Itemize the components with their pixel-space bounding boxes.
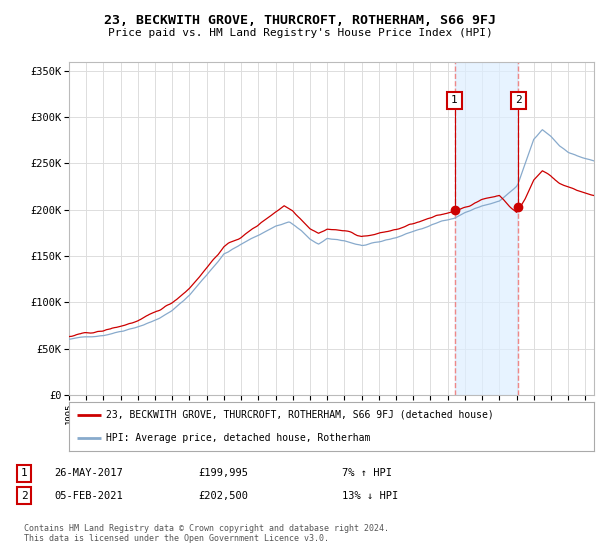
Text: 05-FEB-2021: 05-FEB-2021 <box>54 491 123 501</box>
Text: 1: 1 <box>451 95 458 105</box>
Text: 13% ↓ HPI: 13% ↓ HPI <box>342 491 398 501</box>
Text: 1: 1 <box>20 468 28 478</box>
Text: £199,995: £199,995 <box>198 468 248 478</box>
Text: £202,500: £202,500 <box>198 491 248 501</box>
Text: 7% ↑ HPI: 7% ↑ HPI <box>342 468 392 478</box>
Text: Contains HM Land Registry data © Crown copyright and database right 2024.
This d: Contains HM Land Registry data © Crown c… <box>24 524 389 543</box>
Text: Price paid vs. HM Land Registry's House Price Index (HPI): Price paid vs. HM Land Registry's House … <box>107 28 493 38</box>
Text: 2: 2 <box>20 491 28 501</box>
Text: HPI: Average price, detached house, Rotherham: HPI: Average price, detached house, Roth… <box>106 433 370 444</box>
Text: 23, BECKWITH GROVE, THURCROFT, ROTHERHAM, S66 9FJ: 23, BECKWITH GROVE, THURCROFT, ROTHERHAM… <box>104 14 496 27</box>
Text: 2: 2 <box>515 95 521 105</box>
Text: 26-MAY-2017: 26-MAY-2017 <box>54 468 123 478</box>
Bar <box>455 62 518 395</box>
Text: 23, BECKWITH GROVE, THURCROFT, ROTHERHAM, S66 9FJ (detached house): 23, BECKWITH GROVE, THURCROFT, ROTHERHAM… <box>106 410 493 420</box>
